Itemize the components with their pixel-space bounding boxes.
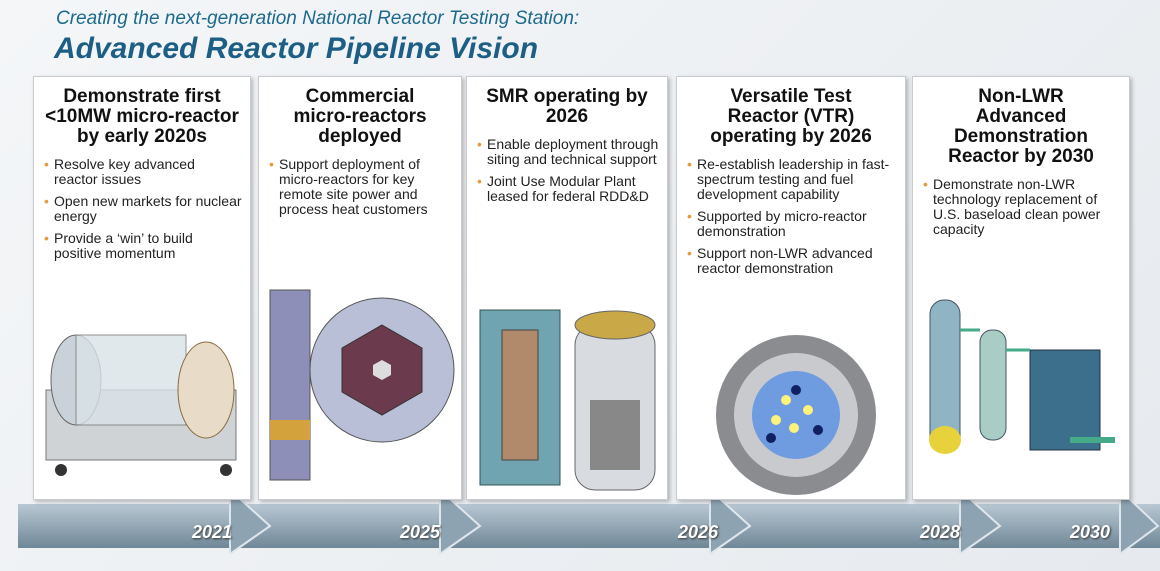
non-lwr-illustration [920, 290, 1120, 480]
slide: Creating the next-generation National Re… [0, 0, 1160, 571]
bullet: Provide a ‘win’ to build positive moment… [54, 231, 242, 261]
bullet: Demonstrate non-LWR technology replaceme… [933, 177, 1121, 237]
column-title: Demonstrate first <10MW micro-reactor by… [44, 87, 240, 147]
bullet-list: Enable deployment through siting and tec… [475, 137, 659, 204]
column-title: SMR operating by 2026 [482, 87, 652, 127]
bullet-list: Resolve key advanced reactor issues Open … [42, 157, 242, 261]
timeline-year: 2026 [678, 522, 718, 543]
vtr-core-illustration [716, 330, 876, 495]
subtitle: Creating the next-generation National Re… [56, 8, 579, 30]
bullet: Enable deployment through siting and tec… [487, 137, 659, 167]
micro-reactor-core-illustration [262, 280, 458, 490]
column-title: Commercial micro-reactors deployed [275, 87, 445, 147]
timeline-year: 2030 [1070, 522, 1110, 543]
column-title: Non-LWR Advanced Demonstration Reactor b… [936, 87, 1106, 167]
title: Advanced Reactor Pipeline Vision [54, 32, 538, 66]
bullet: Joint Use Modular Plant leased for feder… [487, 174, 659, 204]
bullet: Open new markets for nuclear energy [54, 194, 242, 224]
bullet-list: Support deployment of micro-reactors for… [267, 157, 453, 217]
bullet: Re-establish leadership in fast-spectrum… [697, 157, 897, 202]
timeline-year: 2021 [192, 522, 232, 543]
bullet: Support non-LWR advanced reactor demonst… [697, 246, 897, 276]
timeline-year: 2028 [920, 522, 960, 543]
bullet-list: Re-establish leadership in fast-spectrum… [685, 157, 897, 276]
timeline-year: 2025 [400, 522, 440, 543]
smr-illustration [470, 290, 664, 495]
micro-reactor-illustration [36, 320, 246, 490]
column-title: Versatile Test Reactor (VTR) operating b… [693, 87, 889, 147]
timeline-band [0, 496, 1160, 554]
bullet-list: Demonstrate non-LWR technology replaceme… [921, 177, 1121, 237]
bullet: Support deployment of micro-reactors for… [279, 157, 453, 217]
bullet: Resolve key advanced reactor issues [54, 157, 242, 187]
bullet: Supported by micro-reactor demonstration [697, 209, 897, 239]
